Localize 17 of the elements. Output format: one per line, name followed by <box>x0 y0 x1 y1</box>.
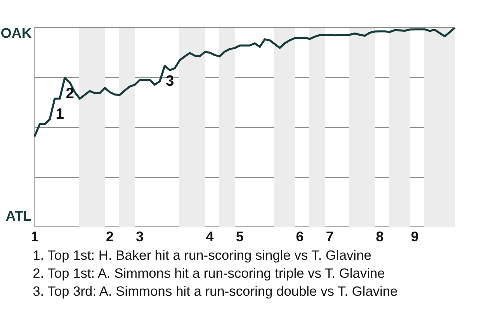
x-tick-label: 4 <box>206 228 214 244</box>
x-tick-label: 1 <box>31 228 40 244</box>
x-tick-label: 3 <box>136 228 144 244</box>
x-tick-label: 7 <box>326 228 334 244</box>
annotation: 3 <box>166 73 174 90</box>
text: 3. Top 3rd: A. Simmons hit a run-scoring double vs T. Glavine <box>33 283 398 301</box>
annotation: 2 <box>66 85 74 102</box>
x-tick-label: 2 <box>106 228 114 244</box>
text: OAK <box>0 24 32 41</box>
text: 2. Top 1st: A. Simmons hit a run-scoring triple vs T. Glavine <box>33 265 386 283</box>
text: ATL <box>6 208 32 224</box>
x-tick-label: 9 <box>411 228 420 244</box>
text: 1. Top 1st: H. Baker hit a run-scoring single vs T. Glavine <box>33 247 373 265</box>
x-tick-label: 6 <box>296 228 304 244</box>
x-tick-label: 5 <box>236 228 244 244</box>
annotation: 1 <box>56 106 64 124</box>
x-tick-label: 8 <box>376 228 384 244</box>
